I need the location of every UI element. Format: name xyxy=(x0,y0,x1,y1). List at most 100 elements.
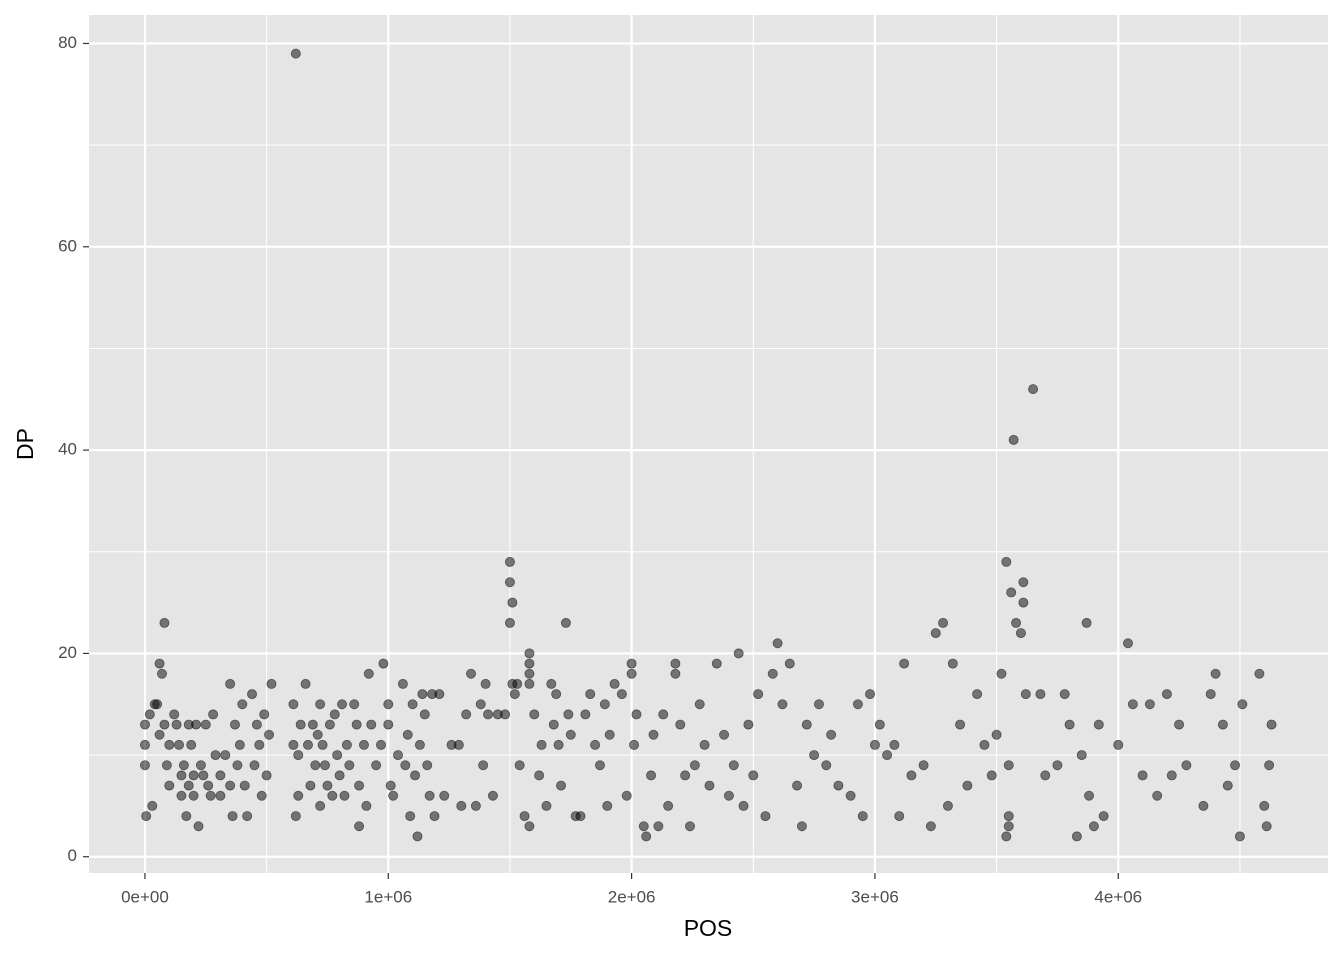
point xyxy=(147,800,158,811)
point xyxy=(1015,628,1026,639)
point xyxy=(852,699,863,710)
point xyxy=(565,729,576,740)
point xyxy=(626,668,637,679)
point xyxy=(307,719,318,730)
point xyxy=(256,790,267,801)
point xyxy=(266,678,277,689)
point xyxy=(164,780,175,791)
point xyxy=(641,831,652,842)
point xyxy=(405,811,416,822)
point xyxy=(480,678,491,689)
point xyxy=(670,658,681,669)
point xyxy=(152,699,163,710)
point xyxy=(439,790,450,801)
point xyxy=(354,821,365,832)
point xyxy=(322,780,333,791)
point xyxy=(1098,811,1109,822)
point xyxy=(470,800,481,811)
point xyxy=(302,739,313,750)
point xyxy=(341,739,352,750)
point xyxy=(290,48,301,59)
point xyxy=(680,770,691,781)
point xyxy=(1266,719,1277,730)
x-tick-label: 2e+06 xyxy=(608,887,656,906)
point xyxy=(315,699,326,710)
point xyxy=(563,709,574,720)
point xyxy=(609,678,620,689)
point xyxy=(144,709,155,720)
point xyxy=(524,648,535,659)
point xyxy=(344,760,355,771)
point xyxy=(290,811,301,822)
point xyxy=(1181,760,1192,771)
point xyxy=(375,739,386,750)
point xyxy=(215,790,226,801)
point xyxy=(1001,556,1012,567)
point xyxy=(312,729,323,740)
point xyxy=(159,617,170,628)
point xyxy=(507,597,518,608)
point xyxy=(215,770,226,781)
point xyxy=(288,739,299,750)
x-axis-title: POS xyxy=(684,915,733,941)
point xyxy=(1217,719,1228,730)
point xyxy=(407,699,418,710)
point xyxy=(361,800,372,811)
point xyxy=(638,821,649,832)
point xyxy=(1198,800,1209,811)
point xyxy=(541,800,552,811)
point xyxy=(1230,760,1241,771)
point xyxy=(524,668,535,679)
point xyxy=(711,658,722,669)
point xyxy=(456,800,467,811)
point xyxy=(663,800,674,811)
point xyxy=(317,739,328,750)
point xyxy=(478,760,489,771)
point xyxy=(930,628,941,639)
point xyxy=(1234,831,1245,842)
point xyxy=(378,658,389,669)
point xyxy=(777,699,788,710)
point xyxy=(1084,790,1095,801)
point xyxy=(315,800,326,811)
point xyxy=(466,668,477,679)
point xyxy=(604,729,615,740)
point xyxy=(1011,617,1022,628)
point xyxy=(1088,821,1099,832)
point xyxy=(894,811,905,822)
point xyxy=(264,729,275,740)
point xyxy=(826,729,837,740)
point xyxy=(955,719,966,730)
point xyxy=(410,770,421,781)
y-tick-label: 40 xyxy=(58,440,77,459)
point xyxy=(1222,780,1233,791)
point xyxy=(193,821,204,832)
point xyxy=(551,689,562,700)
point xyxy=(685,821,696,832)
point xyxy=(366,719,377,730)
point xyxy=(556,780,567,791)
point xyxy=(1028,384,1039,395)
point xyxy=(327,790,338,801)
point xyxy=(288,699,299,710)
point xyxy=(979,739,990,750)
point xyxy=(616,689,627,700)
point xyxy=(1127,699,1138,710)
point xyxy=(332,750,343,761)
point xyxy=(234,739,245,750)
point xyxy=(1040,770,1051,781)
point xyxy=(509,689,520,700)
point xyxy=(208,709,219,720)
point xyxy=(723,790,734,801)
point xyxy=(1081,617,1092,628)
point xyxy=(1093,719,1104,730)
point xyxy=(796,821,807,832)
point xyxy=(1113,739,1124,750)
point xyxy=(186,739,197,750)
point xyxy=(174,739,185,750)
point xyxy=(792,780,803,791)
point xyxy=(429,811,440,822)
point xyxy=(1152,790,1163,801)
point xyxy=(738,800,749,811)
point xyxy=(453,739,464,750)
